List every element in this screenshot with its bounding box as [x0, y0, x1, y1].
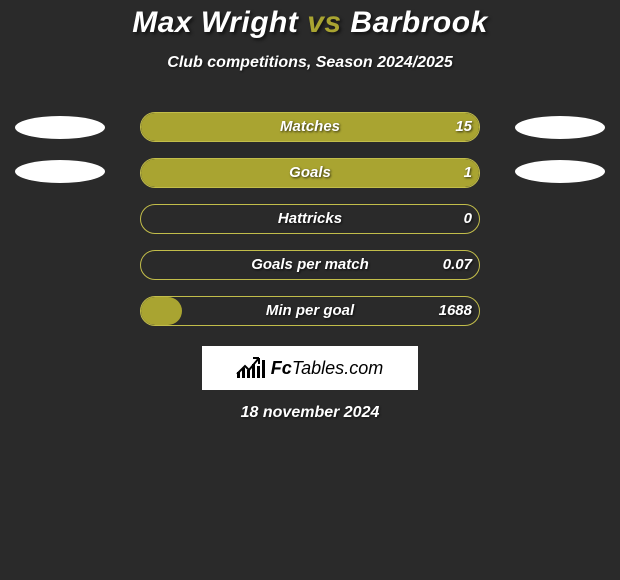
comparison-infographic: Max Wright vs Barbrook Club competitions…: [0, 0, 620, 580]
logo-text: FcTables.com: [271, 358, 383, 379]
stat-row: Hattricks0: [0, 196, 620, 242]
stat-bar-track: [140, 204, 480, 234]
page-title: Max Wright vs Barbrook: [132, 6, 488, 40]
logo-bars-icon: [237, 358, 265, 378]
stat-bar-track: [140, 158, 480, 188]
player-ellipse-left: [15, 160, 105, 183]
stat-row: Goals per match0.07: [0, 242, 620, 288]
title-vs: vs: [307, 6, 341, 39]
logo-text-tables: Tables: [292, 358, 344, 378]
stat-bar-value: 15: [455, 112, 472, 142]
date-text: 18 november 2024: [241, 404, 380, 422]
subtitle: Club competitions, Season 2024/2025: [167, 54, 452, 72]
player-ellipse-right: [515, 160, 605, 183]
stat-bar-fill: [141, 297, 182, 325]
fctables-logo: FcTables.com: [202, 346, 418, 390]
stat-row: Min per goal1688: [0, 288, 620, 334]
player-ellipse-right: [515, 116, 605, 139]
logo-text-dotcom: .com: [344, 358, 383, 378]
stat-bar-fill: [141, 113, 479, 141]
stat-bars: Matches15Goals1Hattricks0Goals per match…: [0, 104, 620, 334]
logo-text-fc: Fc: [271, 358, 292, 378]
player-ellipse-left: [15, 116, 105, 139]
title-player1: Max Wright: [132, 6, 298, 39]
title-player2: Barbrook: [350, 6, 487, 39]
stat-bar-track: [140, 296, 480, 326]
stat-bar-track: [140, 250, 480, 280]
stat-row: Matches15: [0, 104, 620, 150]
stat-row: Goals1: [0, 150, 620, 196]
stat-bar-fill: [141, 159, 479, 187]
stat-bar-value: 1688: [439, 296, 472, 326]
stat-bar-value: 0.07: [443, 250, 472, 280]
stat-bar-value: 1: [464, 158, 472, 188]
stat-bar-value: 0: [464, 204, 472, 234]
stat-bar-track: [140, 112, 480, 142]
